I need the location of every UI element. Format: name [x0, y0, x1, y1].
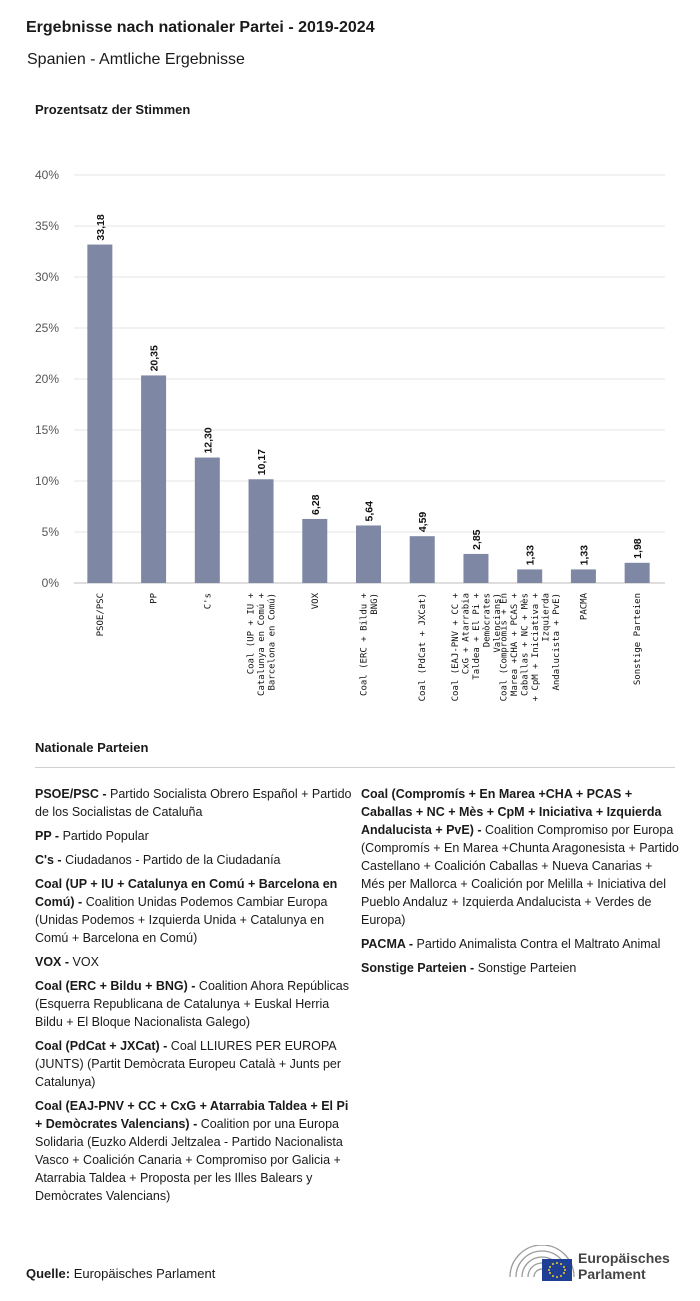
- legend-item-text: Partido Socialista Obrero Español + Part…: [35, 787, 352, 819]
- category-label: Sonstige Parteien: [633, 593, 643, 685]
- legend-item: Coal (PdCat + JXCat) - Coal LLIURES PER …: [35, 1037, 353, 1091]
- legend-divider: [35, 767, 675, 768]
- logo-text-line2: Parlament: [578, 1266, 646, 1282]
- legend-item-text: Partido Animalista Contra el Maltrato An…: [413, 937, 661, 951]
- category-label: VOX: [311, 592, 321, 609]
- bar: [194, 457, 220, 583]
- legend-item: C's - Ciudadanos - Partido de la Ciudada…: [35, 851, 353, 869]
- bar: [302, 518, 328, 583]
- value-label: 4,59: [417, 512, 429, 533]
- category-label: Coal (UP + IU +Catalunya en Comú +Barcel…: [247, 592, 278, 696]
- logo-text: Europäisches Parlament: [578, 1250, 670, 1282]
- category-labels: PSOE/PSC PP C's Coal (UP + IU +Catalunya en…: [96, 592, 643, 701]
- legend-item-text: VOX: [69, 955, 99, 969]
- legend-item-text: Coalition Ahora Repúblicas (Esquerra Rep…: [35, 979, 350, 1029]
- y-tick-label: 25%: [35, 321, 59, 335]
- legend-item-text: Coalition por una Europa Solidaria (Euzk…: [35, 1117, 343, 1203]
- bar: [463, 553, 489, 583]
- category-label: Coal (ERC + Bildu +BNG): [359, 592, 380, 696]
- legend-item-abbr: PACMA -: [361, 937, 414, 951]
- legend-column-left: PSOE/PSC - Partido Socialista Obrero Esp…: [35, 785, 353, 1211]
- value-label: 20,35: [149, 345, 161, 371]
- y-tick-label: 0%: [42, 576, 60, 590]
- legend-item-abbr: Sonstige Parteien -: [361, 961, 475, 975]
- logo-text-line1: Europäisches: [578, 1250, 670, 1266]
- value-label: 2,85: [471, 529, 483, 550]
- legend-item-abbr: Coal (ERC + Bildu + BNG) -: [35, 979, 196, 993]
- value-label: 33,18: [95, 214, 107, 240]
- source-label: Quelle:: [26, 1266, 71, 1281]
- legend-item-abbr: Coal (EAJ-PNV + CC + CxG + Atarrabia Tal…: [35, 1099, 349, 1131]
- legend-item-abbr: PSOE/PSC -: [35, 787, 107, 801]
- y-tick-label: 40%: [35, 168, 59, 182]
- category-label: PP: [150, 592, 160, 603]
- bar: [570, 569, 596, 583]
- value-label: 12,30: [202, 427, 214, 453]
- y-tick-label: 5%: [42, 525, 60, 539]
- value-label: 1,98: [632, 538, 644, 559]
- bar: [517, 569, 543, 583]
- y-tick-label: 30%: [35, 270, 59, 284]
- value-labels: 33,18 20,35 12,30 10,17 6,28 5,64 4,59 2,85 1,33…: [95, 214, 644, 565]
- y-axis-label: Prozentsatz der Stimmen: [35, 102, 191, 117]
- legend-item-text: Coal LLIURES PER EUROPA (JUNTS) (Partit …: [35, 1039, 342, 1089]
- bars: [87, 244, 650, 583]
- y-tick-label: 35%: [35, 219, 59, 233]
- source-note: Quelle: Europäisches Parlament: [26, 1266, 215, 1281]
- category-label: PACMA: [579, 592, 589, 620]
- y-tick-label: 15%: [35, 423, 59, 437]
- value-label: 5,64: [364, 501, 376, 522]
- legend-item-abbr: VOX -: [35, 955, 70, 969]
- legend-item-text: Sonstige Parteien: [474, 961, 577, 975]
- y-tick-label: 20%: [35, 372, 59, 386]
- legend-item: PACMA - Partido Animalista Contra el Mal…: [361, 935, 679, 953]
- european-parliament-logo-icon: [509, 1245, 575, 1281]
- bar: [409, 536, 435, 583]
- y-tick-labels: 0% 5% 10% 15% 20% 25% 30% 35% 40%: [35, 168, 59, 590]
- legend-item: VOX - VOX: [35, 953, 353, 971]
- category-label: C's: [203, 593, 213, 609]
- legend-item-abbr: C's -: [35, 853, 62, 867]
- legend-item-abbr: Coal (UP + IU + Catalunya en Comú + Barc…: [35, 877, 338, 909]
- category-label: Coal (PdCat + JXCat): [418, 593, 428, 701]
- legend-item: Coal (EAJ-PNV + CC + CxG + Atarrabia Tal…: [35, 1097, 353, 1205]
- legend-item: Coal (Compromís + En Marea +CHA + PCAS +…: [361, 785, 679, 929]
- value-label: 6,28: [310, 494, 322, 515]
- bar: [248, 479, 274, 583]
- legend-column-right: Coal (Compromís + En Marea +CHA + PCAS +…: [361, 785, 679, 983]
- legend-item-text: Coalition Unidas Podemos Cambiar Europa …: [35, 895, 328, 945]
- page-title: Ergebnisse nach nationaler Partei - 2019…: [26, 19, 375, 36]
- bar: [624, 562, 650, 583]
- legend-item-text: Coalition Compromiso por Europa (Comprom…: [361, 823, 679, 927]
- page-subtitle: Spanien - Amtliche Ergebnisse: [27, 51, 245, 68]
- y-tick-label: 10%: [35, 474, 59, 488]
- legend-item: PP - Partido Popular: [35, 827, 353, 845]
- grid-lines: [74, 174, 665, 584]
- category-label: Coal (EAJ-PNV + CC +CxG + AtarrabiaTalde…: [451, 592, 503, 701]
- legend-item-text: Ciudadanos - Partido de la Ciudadanía: [61, 853, 281, 867]
- legend-item: Coal (ERC + Bildu + BNG) - Coalition Aho…: [35, 977, 353, 1031]
- value-label: 1,33: [578, 545, 590, 566]
- category-label: PSOE/PSC: [96, 593, 106, 636]
- value-label: 10,17: [256, 449, 268, 475]
- legend-item-abbr: PP -: [35, 829, 60, 843]
- bar-chart: 0% 5% 10% 15% 20% 25% 30% 35% 40% 33,18 20,35 12,3…: [35, 168, 665, 701]
- value-label: 1,33: [525, 545, 537, 566]
- bar: [356, 525, 381, 583]
- source-value: Europäisches Parlament: [73, 1266, 216, 1281]
- legend-item: Coal (UP + IU + Catalunya en Comú + Barc…: [35, 875, 353, 947]
- category-label: Coal (Compromís + EnMarea +CHA + PCAS +C…: [499, 592, 562, 701]
- legend-item-abbr: Coal (Compromís + En Marea +CHA + PCAS +…: [361, 787, 662, 837]
- legend-item-text: Partido Popular: [59, 829, 149, 843]
- legend-item: PSOE/PSC - Partido Socialista Obrero Esp…: [35, 785, 353, 821]
- bar: [87, 244, 113, 583]
- legend-item: Sonstige Parteien - Sonstige Parteien: [361, 959, 679, 977]
- legend-item-abbr: Coal (PdCat + JXCat) -: [35, 1039, 168, 1053]
- legend-title: Nationale Parteien: [35, 740, 149, 755]
- bar: [141, 375, 167, 583]
